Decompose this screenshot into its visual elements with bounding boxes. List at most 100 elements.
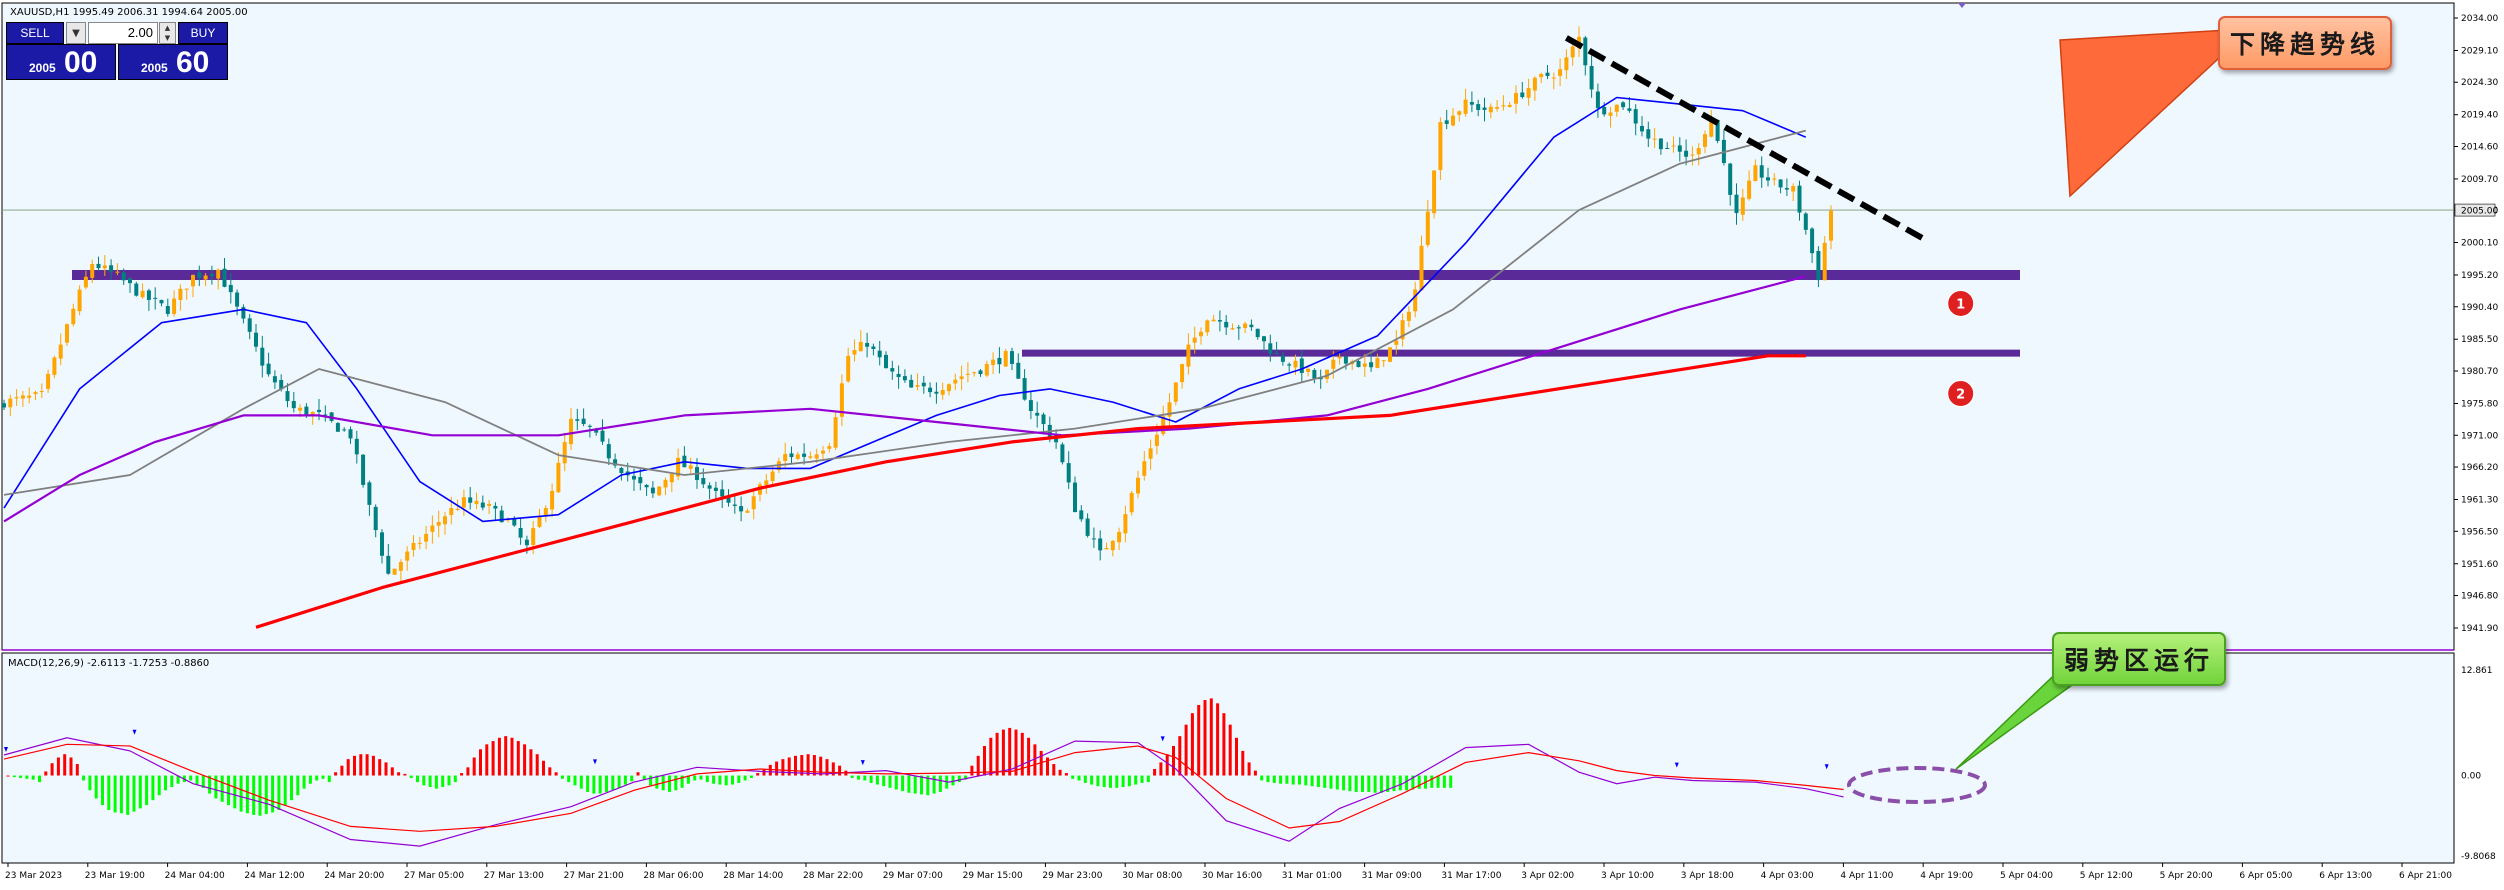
candle-body — [367, 482, 372, 505]
macd-bar — [1064, 773, 1068, 776]
downtrend-callout: 下降趋势线 — [2218, 16, 2392, 70]
candle — [380, 529, 384, 564]
candle — [2, 399, 6, 410]
candle — [184, 288, 189, 300]
candle — [1255, 328, 1260, 340]
candle-body — [146, 290, 151, 300]
candle — [1614, 104, 1619, 117]
candle-body — [1406, 311, 1411, 321]
macd-bar — [712, 775, 716, 784]
candle — [808, 451, 813, 460]
candle-body — [1564, 57, 1569, 71]
candle — [1829, 205, 1833, 250]
macd-bar — [88, 775, 92, 791]
macd-bar — [560, 775, 564, 779]
candle — [1451, 108, 1455, 127]
chevron-down-icon[interactable]: ▼ — [66, 22, 86, 44]
candle-body — [902, 376, 907, 381]
macd-bar — [819, 756, 823, 776]
axes: 2034.00 2029.10 2024.30 2019.40 2014.60 2009.… — [5, 14, 2498, 881]
price-tick-label: 1980.70 — [2461, 367, 2498, 377]
sell-price-button[interactable]: 2005 00 — [6, 44, 116, 80]
candle — [1066, 451, 1071, 489]
time-tick-label: 23 Mar 19:00 — [85, 871, 145, 881]
candle-body — [839, 383, 844, 417]
candle-body — [178, 288, 183, 300]
candle-body — [443, 516, 447, 525]
candle-body — [632, 475, 636, 480]
candle-body — [1400, 320, 1405, 340]
candle-body — [720, 489, 725, 497]
candle-body — [411, 542, 416, 550]
candle-body — [1205, 320, 1210, 333]
candle-body — [726, 497, 731, 503]
candle — [128, 277, 132, 293]
candle — [619, 466, 624, 481]
candle — [386, 544, 391, 575]
macd-bar — [1316, 775, 1320, 788]
macd-bar — [460, 773, 464, 776]
candle-body — [172, 298, 177, 314]
candle-body — [1728, 163, 1733, 195]
candle-body — [524, 539, 529, 546]
support-badge-1 — [1947, 289, 1975, 317]
candle — [1085, 513, 1090, 538]
macd-bar — [699, 775, 703, 780]
candle — [1003, 348, 1008, 367]
candle — [373, 504, 378, 538]
spinner-arrows-icon[interactable]: ▲ ▼ — [159, 22, 176, 44]
candle — [1312, 368, 1317, 384]
candle-body — [1709, 117, 1714, 137]
macd-bar — [573, 775, 577, 786]
candle-body — [304, 406, 309, 416]
candle — [852, 339, 857, 362]
macd-bar — [586, 775, 590, 792]
candle — [165, 298, 170, 317]
candle-body — [1154, 434, 1159, 446]
candle-body — [1608, 112, 1613, 116]
candle-body — [285, 391, 290, 402]
buy-button[interactable]: BUY — [178, 22, 228, 44]
price-tick-label: 1985.50 — [2461, 335, 2498, 345]
candle-body — [940, 389, 945, 395]
candle — [1658, 137, 1663, 155]
candle — [1488, 103, 1493, 119]
candle — [688, 457, 693, 474]
candle — [1148, 439, 1153, 470]
candle-body — [1104, 548, 1109, 550]
candle-body — [1740, 197, 1745, 215]
candle — [1129, 490, 1134, 516]
macd-bar — [409, 775, 413, 778]
macd-bar — [113, 775, 117, 813]
volume-input[interactable]: 2.00 — [88, 22, 158, 44]
sell-button[interactable]: SELL — [6, 22, 64, 44]
candle — [896, 365, 901, 389]
candle-body — [1658, 138, 1663, 150]
macd-bar — [1335, 775, 1339, 790]
price-tick-label: 2009.70 — [2461, 175, 2498, 185]
candle-body — [1602, 106, 1607, 115]
candle-body — [644, 484, 649, 488]
candle — [1388, 347, 1392, 363]
candle — [1280, 351, 1285, 366]
candle-body — [380, 532, 384, 556]
candle — [436, 510, 441, 538]
time-tick-label: 3 Apr 02:00 — [1521, 871, 1574, 881]
macd-bar — [1146, 775, 1150, 783]
time-tick-label: 27 Mar 21:00 — [564, 871, 624, 881]
candle-body — [1451, 115, 1455, 126]
candle-body — [1362, 363, 1367, 367]
candle — [1551, 72, 1556, 90]
macd-bar — [731, 775, 734, 785]
buy-price-button[interactable]: 2005 60 — [118, 44, 228, 80]
macd-bar — [705, 775, 709, 783]
candle — [978, 369, 983, 377]
candle-body — [1287, 364, 1292, 366]
candle-body — [1514, 93, 1518, 104]
macd-bar — [1310, 775, 1314, 787]
candle — [1419, 235, 1424, 291]
candle — [1684, 139, 1689, 166]
candle — [1545, 64, 1550, 80]
annotation-arrows: 12 — [1947, 29, 2233, 770]
